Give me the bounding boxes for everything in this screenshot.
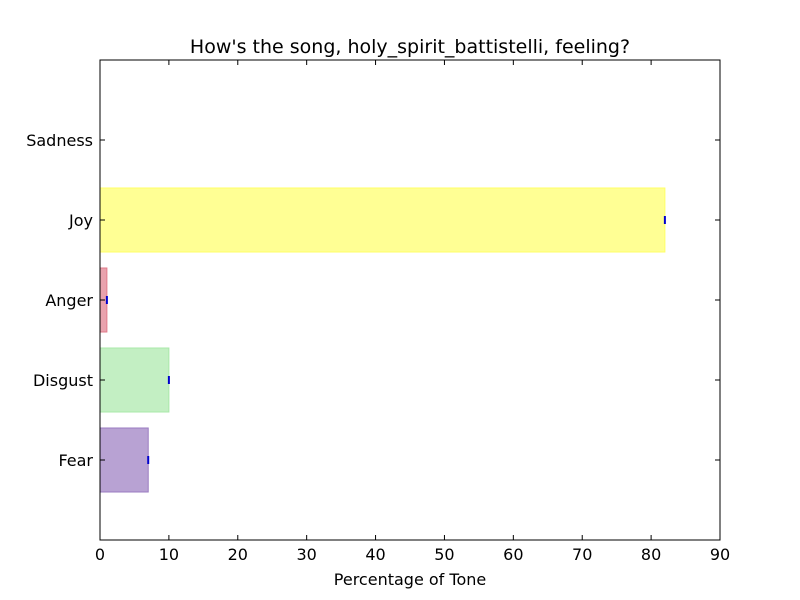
x-tick-label-0: 0 xyxy=(95,545,105,564)
y-tick-label-fear: Fear xyxy=(58,451,93,470)
plot-frame xyxy=(99,59,721,541)
x-tick-label-70: 70 xyxy=(572,545,592,564)
x-axis-title: Percentage of Tone xyxy=(334,570,486,589)
y-tick-label-sadness: Sadness xyxy=(26,131,93,150)
x-tick-label-20: 20 xyxy=(228,545,248,564)
bar-joy xyxy=(99,187,666,253)
x-tick-label-60: 60 xyxy=(503,545,523,564)
y-tick-label-joy: Joy xyxy=(68,211,93,230)
x-tick-label-50: 50 xyxy=(434,545,454,564)
bar-fear xyxy=(99,427,149,493)
y-tick-label-disgust: Disgust xyxy=(33,371,93,390)
x-tick-label-90: 90 xyxy=(710,545,730,564)
chart-title: How's the song, holy_spirit_battistelli,… xyxy=(190,36,630,58)
x-tick-label-10: 10 xyxy=(159,545,179,564)
bar-disgust xyxy=(99,347,170,413)
x-tick-label-80: 80 xyxy=(641,545,661,564)
y-tick-label-anger: Anger xyxy=(45,291,93,310)
ticks-group: Fear Disgust Anger Joy Sadness 0 10 20 30 40 50 60 7… xyxy=(26,60,730,564)
x-tick-label-40: 40 xyxy=(365,545,385,564)
x-tick-label-30: 30 xyxy=(296,545,316,564)
bars-group xyxy=(99,187,666,493)
